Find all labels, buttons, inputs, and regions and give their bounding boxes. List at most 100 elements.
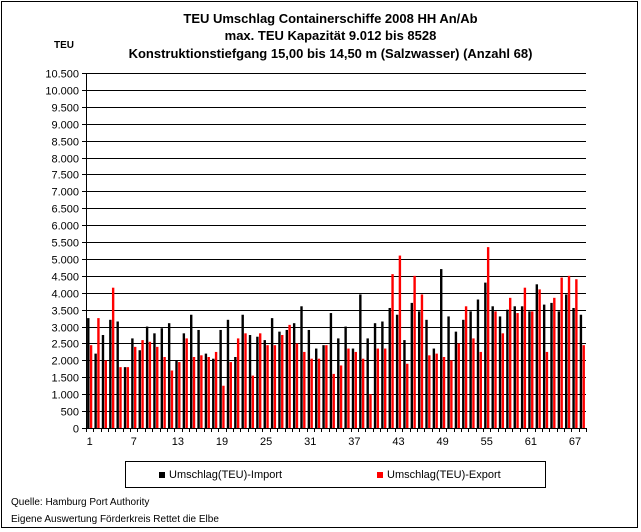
bar-export bbox=[156, 346, 159, 428]
bar-import bbox=[138, 350, 141, 428]
legend-item-export: Umschlag(TEU)-Export bbox=[377, 469, 501, 481]
bars bbox=[87, 247, 585, 428]
bar-import bbox=[234, 357, 237, 428]
bar-import bbox=[145, 326, 149, 428]
author-note: Eigene Auswertung Förderkreis Rettet die… bbox=[11, 514, 219, 525]
bar-import bbox=[204, 353, 208, 428]
y-tick-label: 4.500 bbox=[51, 272, 79, 284]
bar-export bbox=[501, 333, 505, 428]
bar-export bbox=[413, 275, 416, 428]
bar-import bbox=[87, 318, 90, 428]
bar-import bbox=[292, 323, 296, 428]
bar-import bbox=[322, 345, 325, 428]
bar-export bbox=[141, 340, 144, 428]
y-tick-label: 5.000 bbox=[51, 255, 79, 267]
y-tick-label: 1.500 bbox=[51, 373, 79, 385]
y-tick-label: 2.000 bbox=[51, 356, 79, 368]
x-tick-label: 13 bbox=[172, 436, 184, 448]
bar-export bbox=[170, 370, 174, 428]
legend-label-import: Umschlag(TEU)-Import bbox=[169, 469, 283, 481]
legend-swatch-export bbox=[377, 472, 383, 479]
bar-export bbox=[119, 367, 122, 428]
bar-import bbox=[315, 348, 318, 428]
bar-export bbox=[236, 338, 240, 428]
bar-import bbox=[241, 314, 244, 428]
bar-import bbox=[388, 307, 391, 428]
bar-import bbox=[329, 313, 333, 428]
bar-import bbox=[94, 353, 97, 428]
bar-export bbox=[244, 333, 247, 428]
bar-import bbox=[167, 323, 171, 428]
bar-import bbox=[440, 269, 443, 428]
bar-import bbox=[366, 338, 369, 428]
bar-import bbox=[153, 333, 156, 428]
bar-export bbox=[560, 277, 563, 428]
bar-export bbox=[214, 351, 218, 428]
bar-import bbox=[373, 323, 377, 428]
x-tick-label: 67 bbox=[569, 436, 581, 448]
bar-export bbox=[391, 274, 394, 428]
bar-import bbox=[226, 319, 230, 428]
bar-import bbox=[307, 329, 311, 428]
bar-import bbox=[131, 338, 134, 428]
bar-import bbox=[263, 340, 266, 428]
bar-export bbox=[508, 297, 512, 428]
bar-export bbox=[369, 394, 372, 428]
bar-import bbox=[403, 340, 406, 428]
bar-import bbox=[160, 328, 164, 428]
bar-import bbox=[344, 326, 347, 428]
bar-import bbox=[520, 306, 524, 428]
bar-export bbox=[325, 345, 328, 428]
bar-export bbox=[317, 358, 321, 428]
legend: Umschlag(TEU)-Import Umschlag(TEU)-Expor… bbox=[125, 461, 546, 488]
bar-export bbox=[494, 311, 497, 428]
bar-import bbox=[557, 311, 561, 428]
bar-export bbox=[133, 346, 137, 428]
bar-export bbox=[516, 313, 519, 428]
legend-swatch-import bbox=[159, 472, 165, 479]
bar-export bbox=[538, 289, 541, 428]
x-tick-label: 49 bbox=[436, 436, 448, 448]
bar-import bbox=[528, 311, 531, 428]
bar-import bbox=[182, 333, 186, 428]
bar-export bbox=[104, 360, 107, 428]
x-axis-ticks: 1 7 13 19 25 31 37 43 49 55 61 67 bbox=[86, 428, 587, 448]
y-tick-label: 2.500 bbox=[51, 339, 79, 351]
bar-export bbox=[303, 351, 306, 428]
bar-export bbox=[398, 255, 402, 428]
bar-export bbox=[428, 355, 431, 428]
y-tick-label: 6.500 bbox=[51, 204, 79, 216]
y-tick-label: 8.500 bbox=[51, 137, 79, 149]
bar-import bbox=[256, 336, 259, 428]
x-tick-label: 43 bbox=[392, 436, 404, 448]
bar-export bbox=[295, 343, 299, 428]
bar-export bbox=[339, 365, 343, 428]
bar-import bbox=[190, 314, 193, 428]
bar-import bbox=[432, 348, 436, 428]
bar-export bbox=[148, 341, 152, 428]
bar-import bbox=[447, 316, 450, 428]
x-tick-label: 55 bbox=[481, 436, 493, 448]
bar-export bbox=[332, 373, 335, 428]
bar-export bbox=[523, 287, 527, 428]
bar-export bbox=[420, 294, 424, 428]
bar-export bbox=[89, 345, 93, 428]
bar-export bbox=[457, 343, 460, 428]
bar-import bbox=[565, 294, 568, 428]
bar-import bbox=[579, 314, 583, 428]
bar-import bbox=[359, 294, 362, 428]
x-tick-label: 7 bbox=[131, 436, 137, 448]
y-axis-ticks: 0 500 1.000 1.500 2.000 2.500 3.000 3.500 4.000 4… bbox=[45, 69, 86, 436]
bar-import bbox=[410, 302, 414, 428]
y-tick-label: 500 bbox=[61, 407, 79, 419]
bar-export bbox=[472, 338, 475, 428]
y-tick-label: 9.000 bbox=[51, 120, 79, 132]
bar-export bbox=[163, 357, 166, 428]
bar-import bbox=[572, 307, 575, 428]
bar-import bbox=[381, 321, 384, 428]
bar-export bbox=[376, 348, 380, 428]
bar-export bbox=[251, 375, 255, 428]
bar-export bbox=[567, 275, 571, 428]
bar-import bbox=[484, 282, 487, 428]
bar-export bbox=[185, 338, 188, 428]
